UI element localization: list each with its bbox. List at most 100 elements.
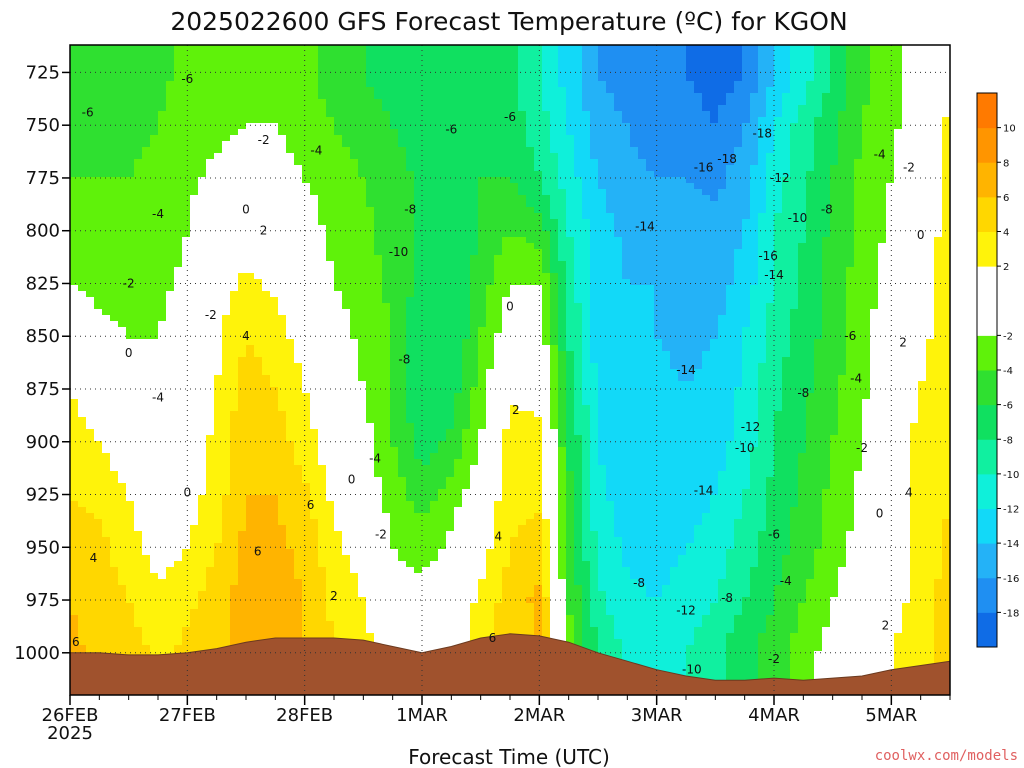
temperature-cell — [174, 69, 183, 76]
temperature-cell — [134, 369, 143, 376]
temperature-cell — [110, 453, 119, 460]
temperature-cell — [294, 633, 303, 640]
temperature-cell — [342, 453, 351, 460]
temperature-cell — [134, 603, 143, 610]
temperature-cell — [286, 465, 295, 472]
temperature-cell — [198, 339, 207, 346]
temperature-cell — [414, 219, 423, 226]
temperature-cell — [158, 147, 167, 154]
temperature-cell — [414, 621, 423, 628]
temperature-cell — [238, 627, 247, 634]
temperature-cell — [374, 123, 383, 130]
temperature-cell — [190, 177, 199, 184]
temperature-cell — [366, 483, 375, 490]
temperature-cell — [70, 447, 79, 454]
temperature-cell — [110, 105, 119, 112]
temperature-cell — [342, 393, 351, 400]
temperature-cell — [182, 639, 191, 646]
temperature-cell — [318, 261, 327, 268]
temperature-cell — [86, 387, 95, 394]
temperature-cell — [406, 381, 415, 388]
temperature-cell — [174, 51, 183, 58]
temperature-cell — [414, 399, 423, 406]
temperature-cell — [134, 45, 143, 52]
temperature-cell — [422, 609, 431, 616]
temperature-cell — [238, 507, 247, 514]
temperature-cell — [278, 573, 287, 580]
temperature-cell — [110, 339, 119, 346]
temperature-cell — [294, 291, 303, 298]
temperature-cell — [150, 63, 159, 70]
temperature-cell — [358, 87, 367, 94]
temperature-cell — [286, 501, 295, 508]
temperature-cell — [246, 375, 255, 382]
temperature-cell — [286, 177, 295, 184]
temperature-cell — [102, 237, 111, 244]
temperature-cell — [342, 219, 351, 226]
temperature-cell — [382, 207, 391, 214]
temperature-cell — [198, 87, 207, 94]
temperature-cell — [422, 477, 431, 484]
temperature-cell — [190, 417, 199, 424]
temperature-cell — [294, 519, 303, 526]
temperature-cell — [110, 267, 119, 274]
temperature-cell — [270, 219, 279, 226]
temperature-cell — [342, 363, 351, 370]
temperature-cell — [302, 315, 311, 322]
temperature-cell — [262, 321, 271, 328]
temperature-cell — [358, 75, 367, 82]
temperature-cell — [350, 477, 359, 484]
temperature-cell — [198, 591, 207, 598]
temperature-cell — [414, 159, 423, 166]
temperature-cell — [342, 207, 351, 214]
temperature-cell — [238, 585, 247, 592]
temperature-cell — [430, 525, 439, 532]
temperature-cell — [230, 561, 239, 568]
temperature-cell — [198, 285, 207, 292]
temperature-cell — [110, 615, 119, 622]
temperature-cell — [278, 513, 287, 520]
temperature-cell — [102, 333, 111, 340]
temperature-cell — [286, 495, 295, 502]
temperature-cell — [94, 537, 103, 544]
temperature-cell — [110, 465, 119, 472]
temperature-cell — [262, 327, 271, 334]
temperature-cell — [350, 315, 359, 322]
temperature-cell — [374, 501, 383, 508]
temperature-cell — [294, 159, 303, 166]
temperature-cell — [126, 141, 135, 148]
temperature-cell — [294, 357, 303, 364]
temperature-cell — [174, 621, 183, 628]
temperature-cell — [422, 573, 431, 580]
temperature-cell — [286, 231, 295, 238]
temperature-cell — [414, 417, 423, 424]
temperature-cell — [422, 603, 431, 610]
temperature-cell — [246, 219, 255, 226]
temperature-cell — [198, 237, 207, 244]
temperature-cell — [270, 57, 279, 64]
temperature-cell — [278, 147, 287, 154]
temperature-cell — [270, 453, 279, 460]
temperature-cell — [118, 351, 127, 358]
temperature-cell — [230, 441, 239, 448]
temperature-cell — [254, 189, 263, 196]
temperature-cell — [198, 573, 207, 580]
temperature-cell — [398, 399, 407, 406]
temperature-cell — [406, 105, 415, 112]
temperature-cell — [214, 525, 223, 532]
temperature-cell — [190, 327, 199, 334]
temperature-cell — [150, 285, 159, 292]
temperature-cell — [230, 435, 239, 442]
temperature-cell — [294, 51, 303, 58]
temperature-cell — [286, 537, 295, 544]
temperature-cell — [182, 255, 191, 262]
temperature-cell — [422, 399, 431, 406]
temperature-cell — [398, 465, 407, 472]
temperature-cell — [310, 417, 319, 424]
temperature-cell — [302, 387, 311, 394]
temperature-cell — [302, 465, 311, 472]
temperature-cell — [190, 75, 199, 82]
temperature-cell — [414, 375, 423, 382]
temperature-cell — [334, 477, 343, 484]
temperature-cell — [102, 147, 111, 154]
